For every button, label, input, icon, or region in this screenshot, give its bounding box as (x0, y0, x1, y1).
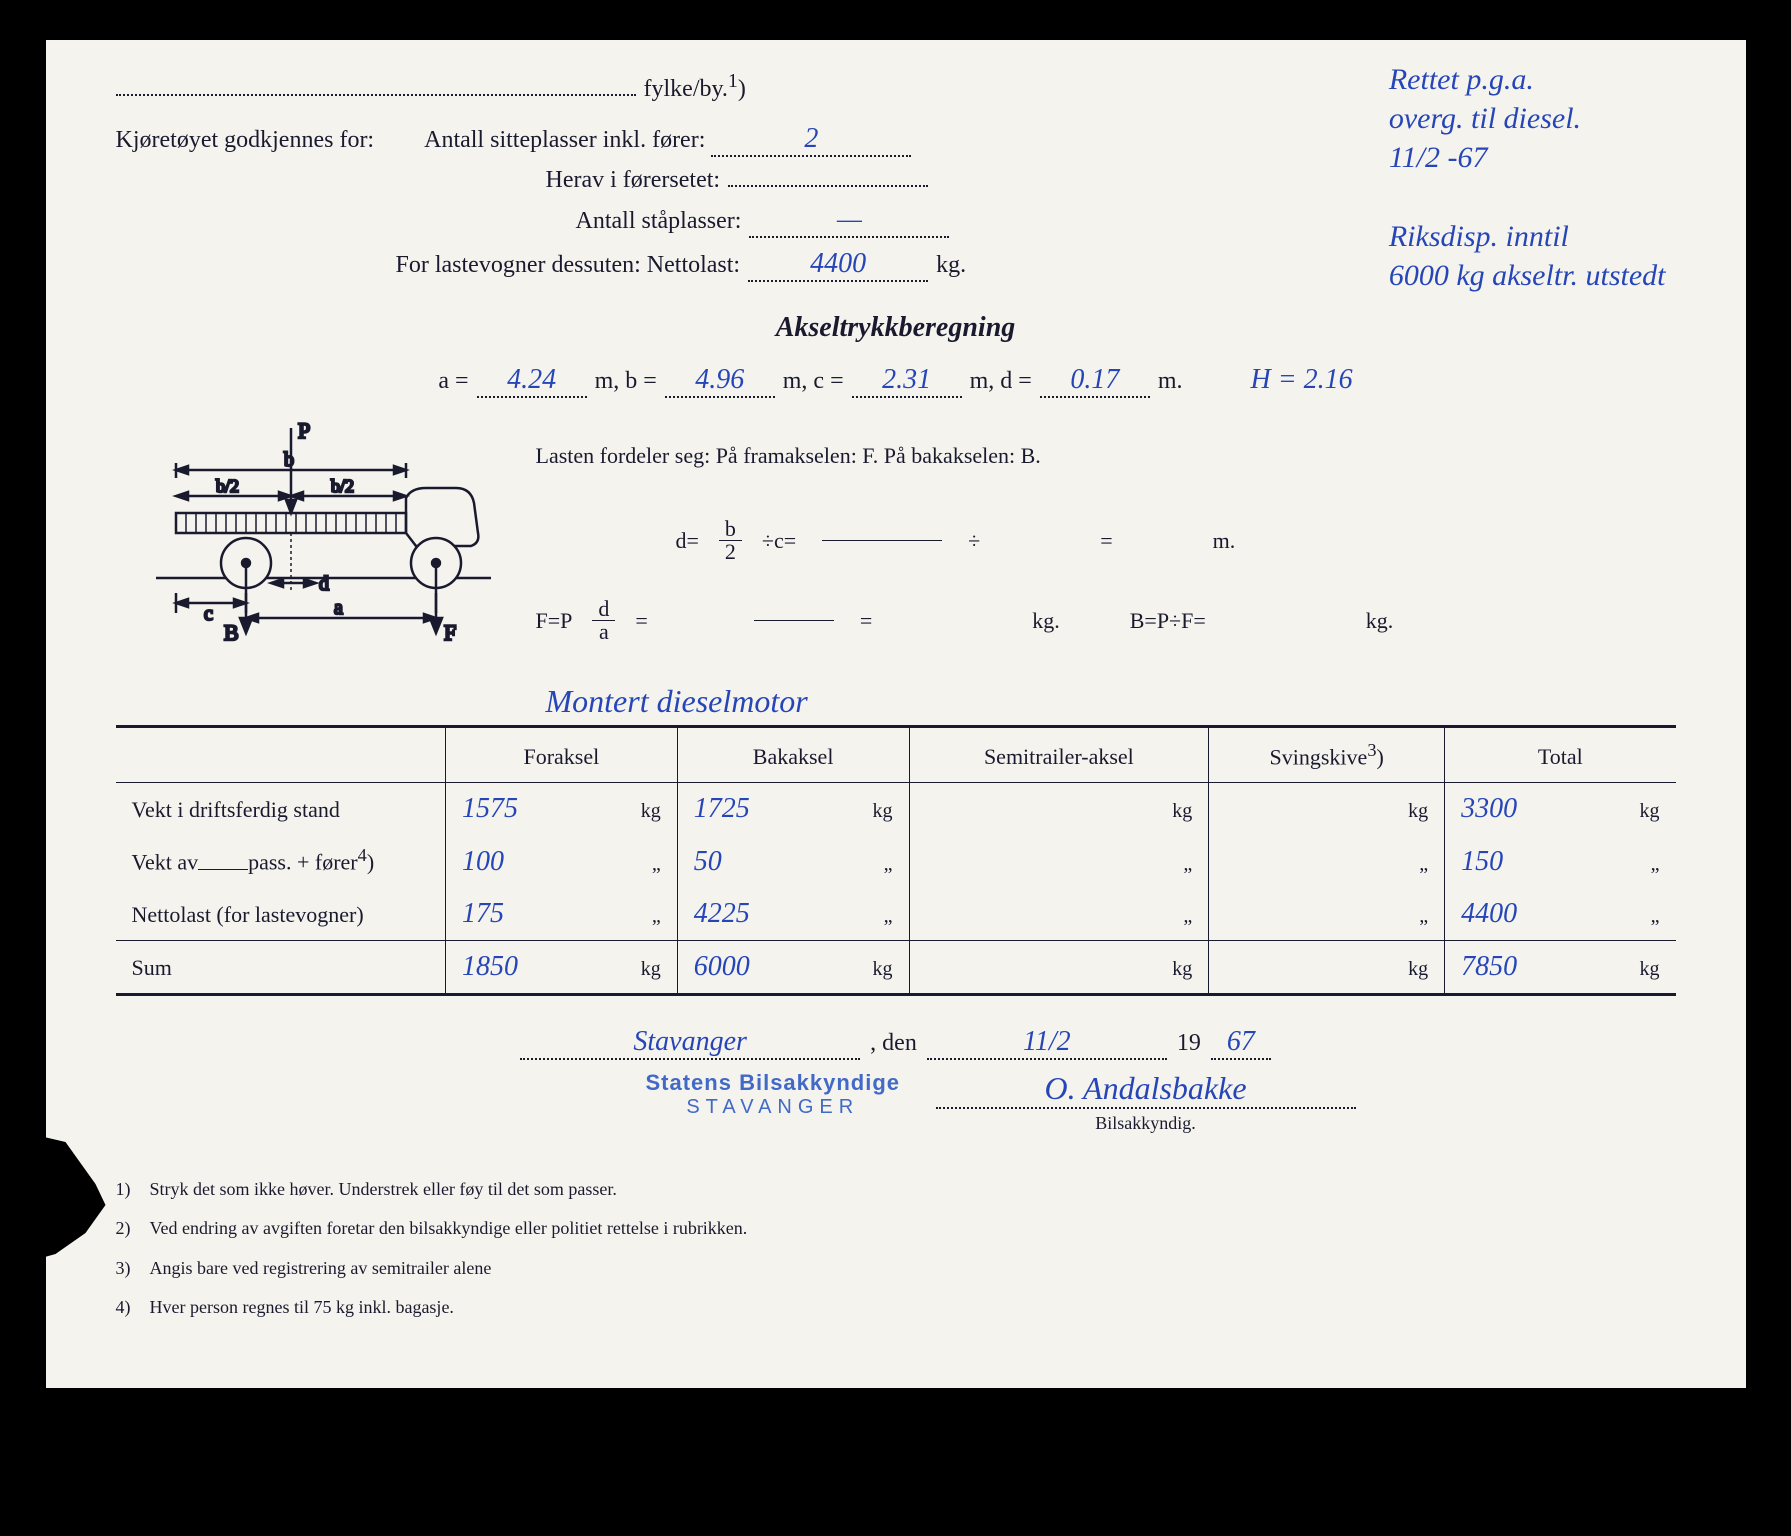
cell-value: 100 (462, 846, 504, 878)
cell-value: 4225 (694, 898, 750, 930)
driver-seat-label: Herav i førersetet: (546, 167, 721, 194)
handwritten-note-top: Rettet p.g.a. overg. til diesel. 11/2 -6… (1389, 60, 1666, 295)
diesel-annotation: Montert dieselmotor (546, 683, 1676, 720)
formula-fb: F=P da = = kg. B=P÷F= kg. (536, 593, 1676, 648)
svg-text:P: P (298, 418, 310, 443)
signature-value: O. Andalsbakke (1044, 1070, 1246, 1106)
cell-value: 4400 (1461, 898, 1517, 930)
col-bakaksel: Bakaksel (677, 727, 909, 783)
svg-text:b/2: b/2 (331, 476, 354, 496)
payload-unit: kg. (936, 252, 966, 279)
table-row: Nettolast (for lastevogner) 175„ 4225„ „… (116, 888, 1676, 941)
place-value: Stavanger (633, 1026, 747, 1057)
dim-d: 0.17 (1070, 364, 1119, 395)
signature-line: O. Andalsbakke Bilsakkyndig. (936, 1070, 1356, 1134)
row-label: Vekt avpass. + fører4) (116, 835, 446, 887)
dim-a: 4.24 (507, 364, 556, 395)
cell-value: 1850 (462, 951, 518, 983)
stamp-line2: STAVANGER (646, 1096, 901, 1119)
table-sum-row: Sum 1850kg 6000kg kg kg 7850kg (116, 940, 1676, 994)
footnote: 4)Hver person regnes til 75 kg inkl. bag… (116, 1288, 1676, 1328)
svg-text:b/2: b/2 (216, 476, 239, 496)
row-label: Sum (116, 940, 446, 994)
note-line: Rettet p.g.a. (1389, 60, 1666, 99)
place-date-row: Stavanger , den 11/2 1967 (116, 1026, 1676, 1060)
stamp-line1: Statens Bilsakkyndige (646, 1070, 901, 1096)
fylke-label: fylke/by. (644, 76, 728, 102)
load-dist-label: Lasten fordeler seg: På framakselen: F. … (536, 428, 1676, 483)
row-label: Nettolast (for lastevogner) (116, 888, 446, 941)
table-row: Vekt i driftsferdig stand 1575kg 1725kg … (116, 783, 1676, 836)
cell-value: 175 (462, 898, 504, 930)
footnotes: 1)Stryk det som ikke høver. Understrek e… (116, 1170, 1676, 1328)
standing-label: Antall ståplasser: (576, 208, 742, 235)
cell-value: 6000 (694, 951, 750, 983)
svg-text:B: B (224, 620, 239, 645)
note-line: overg. til diesel. (1389, 99, 1666, 138)
table-header-row: Foraksel Bakaksel Semitrailer-aksel Svin… (116, 727, 1676, 783)
cell-value: 1575 (462, 793, 518, 825)
dimensions-row: a = 4.24 m, b = 4.96 m, c = 2.31 m, d = … (116, 364, 1676, 398)
payload-value: 4400 (810, 248, 866, 279)
approval-label: Kjøretøyet godkjennes for: (116, 127, 375, 154)
stamp: Statens Bilsakkyndige STAVANGER (646, 1070, 901, 1119)
cell-value: 150 (1461, 846, 1503, 878)
footnote: 2)Ved endring av avgiften foretar den bi… (116, 1209, 1676, 1249)
signature-area: Statens Bilsakkyndige STAVANGER O. Andal… (116, 1070, 1676, 1130)
col-foraksel: Foraksel (446, 727, 678, 783)
date-value: 11/2 (1023, 1026, 1071, 1057)
col-semi: Semitrailer-aksel (909, 727, 1209, 783)
diagram-section: P b b/2 b/2 (116, 418, 1676, 673)
document-page: Rettet p.g.a. overg. til diesel. 11/2 -6… (46, 40, 1746, 1388)
note-line: Riksdisp. inntil (1389, 217, 1666, 256)
axle-weight-table: Foraksel Bakaksel Semitrailer-aksel Svin… (116, 725, 1676, 996)
seats-value: 2 (804, 123, 818, 154)
svg-text:d: d (319, 573, 329, 595)
dim-c: 2.31 (882, 364, 931, 395)
col-total: Total (1445, 727, 1676, 783)
torn-edge (6, 1128, 106, 1268)
signature-label: Bilsakkyndig. (936, 1113, 1356, 1134)
dim-h-note: H = 2.16 (1251, 364, 1353, 396)
row-label: Vekt i driftsferdig stand (116, 783, 446, 836)
year-value: 67 (1227, 1026, 1255, 1057)
payload-label: For lastevogner dessuten: Nettolast: (396, 252, 741, 279)
note-line: 11/2 -67 (1389, 138, 1666, 177)
cell-value: 50 (694, 846, 722, 878)
cell-value: 3300 (1461, 793, 1517, 825)
svg-text:a: a (334, 597, 343, 619)
cell-value: 1725 (694, 793, 750, 825)
svg-text:c: c (204, 603, 213, 625)
axle-calc-title: Akseltrykkberegning (116, 312, 1676, 344)
truck-diagram-icon: P b b/2 b/2 (116, 418, 496, 648)
note-line: 6000 kg akseltr. utstedt (1389, 256, 1666, 295)
col-sving: Svingskive3) (1209, 727, 1445, 783)
standing-value: — (837, 204, 862, 235)
footnote: 1)Stryk det som ikke høver. Understrek e… (116, 1170, 1676, 1210)
dim-b: 4.96 (695, 364, 744, 395)
svg-text:b: b (284, 449, 294, 471)
formulas: Lasten fordeler seg: På framakselen: F. … (536, 418, 1676, 673)
svg-text:F: F (444, 620, 456, 645)
footnote: 3)Angis bare ved registrering av semitra… (116, 1249, 1676, 1289)
cell-value: 7850 (1461, 951, 1517, 983)
footnote-ref: 1 (728, 70, 738, 92)
seats-label: Antall sitteplasser inkl. fører: (424, 127, 705, 153)
formula-d: d= b2 ÷c= ÷ = m. (676, 513, 1676, 568)
table-row: Vekt avpass. + fører4) 100„ 50„ „ „ 150„ (116, 835, 1676, 887)
